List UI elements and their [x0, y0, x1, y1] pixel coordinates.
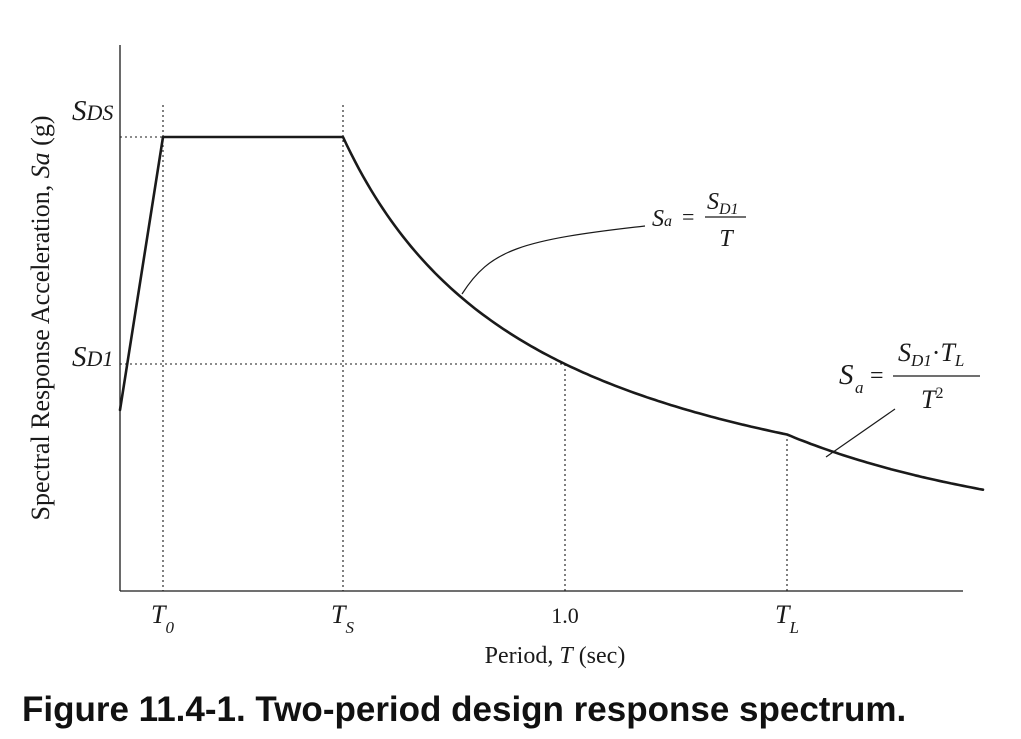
leader-short-period	[461, 225, 646, 295]
equation-long-period: S a = SD1·TL T2	[839, 338, 980, 414]
tl-tick-label: TL	[775, 600, 799, 637]
t0-tick-label: T0	[151, 600, 174, 637]
leader-long-period	[825, 408, 896, 458]
ts-tick-label: TS	[331, 600, 354, 637]
svg-text:S: S	[839, 359, 854, 391]
figure-caption: Figure 11.4-1. Two-period design respons…	[22, 690, 907, 729]
svg-text:=: =	[870, 363, 884, 389]
y-axis-label-text: Spectral Response Acceleration,	[26, 178, 55, 520]
one-second-tick-label: 1.0	[551, 603, 579, 628]
y-axis-label: Spectral Response Acceleration, Sa (g)	[26, 115, 55, 520]
svg-text:=: =	[682, 204, 694, 229]
svg-text:SD1: SD1	[707, 189, 739, 218]
y-axis-label-unit: (g)	[26, 115, 55, 152]
svg-text:SD1·TL: SD1·TL	[898, 338, 964, 370]
svg-text:Sa: Sa	[652, 206, 672, 232]
sds-label: SDS	[72, 95, 113, 127]
x-axis-label: Period, T (sec)	[485, 643, 626, 669]
equation-short-period: Sa = SD1 T	[652, 189, 746, 252]
svg-text:T: T	[719, 226, 734, 252]
sd1-label: SD1	[72, 341, 113, 373]
svg-text:a: a	[855, 378, 864, 397]
svg-text:T2: T2	[921, 385, 943, 414]
reference-lines	[120, 105, 788, 591]
spectrum-curve	[118, 135, 985, 491]
y-axis-label-var: Sa	[26, 152, 55, 178]
